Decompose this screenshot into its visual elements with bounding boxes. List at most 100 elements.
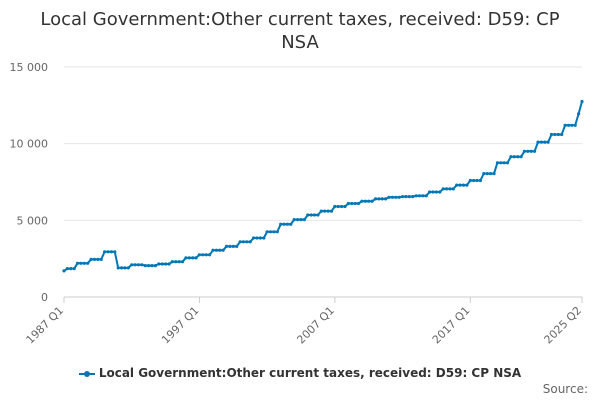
data-point xyxy=(384,197,388,201)
data-point xyxy=(526,149,530,153)
data-point xyxy=(448,187,452,191)
data-point xyxy=(390,195,394,199)
data-point xyxy=(580,99,584,104)
data-point xyxy=(421,194,425,198)
data-point xyxy=(536,140,540,144)
data-point xyxy=(573,123,577,127)
legend-label: Local Government:Other current taxes, re… xyxy=(98,366,522,380)
data-point xyxy=(268,230,273,234)
data-point xyxy=(170,260,174,264)
data-point xyxy=(69,267,73,271)
data-point xyxy=(282,222,286,226)
data-point xyxy=(153,264,157,268)
data-point xyxy=(326,209,330,213)
data-point xyxy=(489,172,493,176)
data-point xyxy=(79,261,83,265)
data-point xyxy=(333,204,337,209)
data-point xyxy=(133,263,137,267)
data-point xyxy=(533,149,537,153)
data-point xyxy=(401,195,405,199)
data-point xyxy=(485,172,489,176)
data-point xyxy=(164,262,168,266)
y-tick-label: 5 000 xyxy=(17,214,49,227)
data-point xyxy=(519,155,523,159)
data-point xyxy=(197,253,201,257)
data-point xyxy=(411,195,415,199)
x-tick-label: 1987 Q1 xyxy=(24,304,67,347)
legend[interactable]: Local Government:Other current taxes, re… xyxy=(0,366,600,380)
data-point xyxy=(451,187,455,191)
data-point xyxy=(147,264,151,268)
data-point xyxy=(346,201,350,206)
data-point xyxy=(356,201,361,206)
data-point xyxy=(570,123,574,127)
data-point xyxy=(478,178,482,183)
data-point xyxy=(417,194,422,198)
data-point xyxy=(563,123,567,127)
data-point xyxy=(363,199,367,203)
data-point xyxy=(262,236,266,240)
x-tick-label: 2007 Q1 xyxy=(294,304,337,347)
data-point xyxy=(258,236,262,240)
data-point xyxy=(82,261,86,265)
data-point xyxy=(191,256,195,260)
data-point xyxy=(116,266,120,270)
data-point xyxy=(180,260,185,264)
data-point xyxy=(316,213,320,217)
data-point xyxy=(224,244,229,248)
data-point xyxy=(458,183,462,187)
data-point xyxy=(208,253,212,257)
data-point xyxy=(431,190,435,194)
data-point xyxy=(472,178,476,183)
source-label: Source: xyxy=(542,382,588,396)
y-tick-label: 15 000 xyxy=(10,61,49,74)
data-point xyxy=(109,250,113,254)
chart-title-line-1: Local Government:Other current taxes, re… xyxy=(40,9,560,30)
data-point xyxy=(319,209,323,213)
data-point xyxy=(201,253,205,257)
x-axis-ticks: 1987 Q1 1997 Q1 2007 Q1 2017 Q1 2025 Q2 xyxy=(24,296,584,347)
data-point xyxy=(72,267,76,271)
data-point xyxy=(235,244,239,248)
data-point xyxy=(380,197,384,201)
data-point xyxy=(106,250,110,254)
series-line xyxy=(63,101,583,272)
data-point xyxy=(123,266,127,270)
data-point xyxy=(248,240,252,244)
x-tick-label: 2017 Q1 xyxy=(430,304,473,347)
data-point xyxy=(96,257,100,261)
data-point xyxy=(445,187,449,191)
grid-lines xyxy=(64,66,582,298)
data-point xyxy=(465,183,469,187)
data-point xyxy=(340,204,344,209)
data-point xyxy=(461,183,466,187)
data-point xyxy=(577,112,581,116)
data-point xyxy=(482,172,486,176)
data-point xyxy=(167,262,171,266)
data-point xyxy=(556,132,560,137)
data-point xyxy=(255,236,259,240)
data-point xyxy=(221,248,225,252)
y-tick-label: 0 xyxy=(41,291,48,304)
data-point xyxy=(289,222,293,226)
data-point xyxy=(539,140,544,144)
data-point xyxy=(343,204,347,209)
data-point xyxy=(214,248,218,252)
data-point xyxy=(194,256,198,260)
data-point xyxy=(265,230,269,234)
chart-title: Local Government:Other current taxes, re… xyxy=(0,8,600,54)
data-point xyxy=(65,267,69,271)
data-point xyxy=(455,183,459,187)
data-point xyxy=(238,240,242,244)
data-point xyxy=(350,201,354,206)
data-point xyxy=(126,266,130,270)
data-point xyxy=(279,222,283,226)
data-point xyxy=(502,161,506,165)
series-layer xyxy=(62,99,584,273)
data-point xyxy=(438,190,442,194)
data-point xyxy=(397,195,401,199)
data-point xyxy=(177,260,181,264)
data-point xyxy=(373,197,378,201)
data-point xyxy=(86,261,90,265)
